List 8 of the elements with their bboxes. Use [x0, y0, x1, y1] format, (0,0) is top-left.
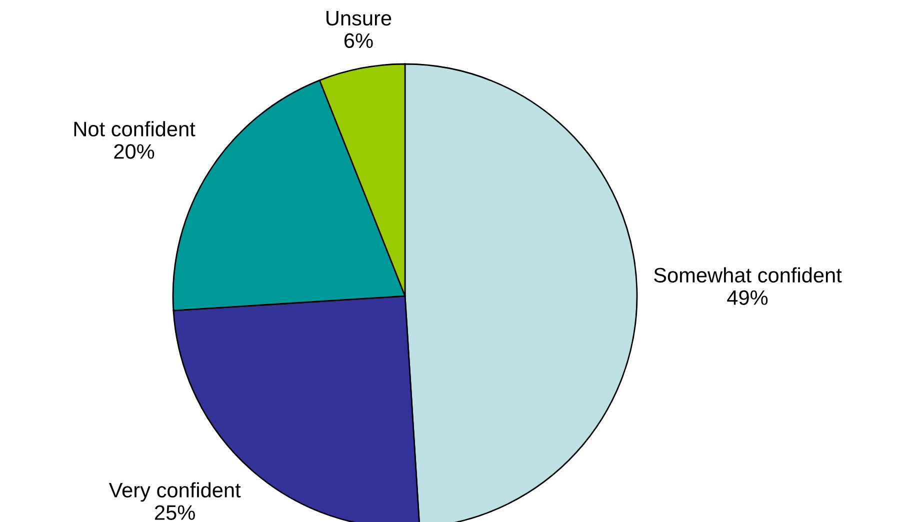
data-label: 49% [727, 290, 768, 306]
slice-label: Very confident [108, 482, 241, 502]
slice-label: Somewhat confident [654, 267, 842, 283]
data-label: 25% [155, 505, 195, 520]
data-label: 6% [344, 33, 373, 48]
slice-label: Not confident [74, 121, 196, 136]
slice-label: Unsure [326, 11, 392, 26]
data-label: 20% [114, 144, 154, 159]
